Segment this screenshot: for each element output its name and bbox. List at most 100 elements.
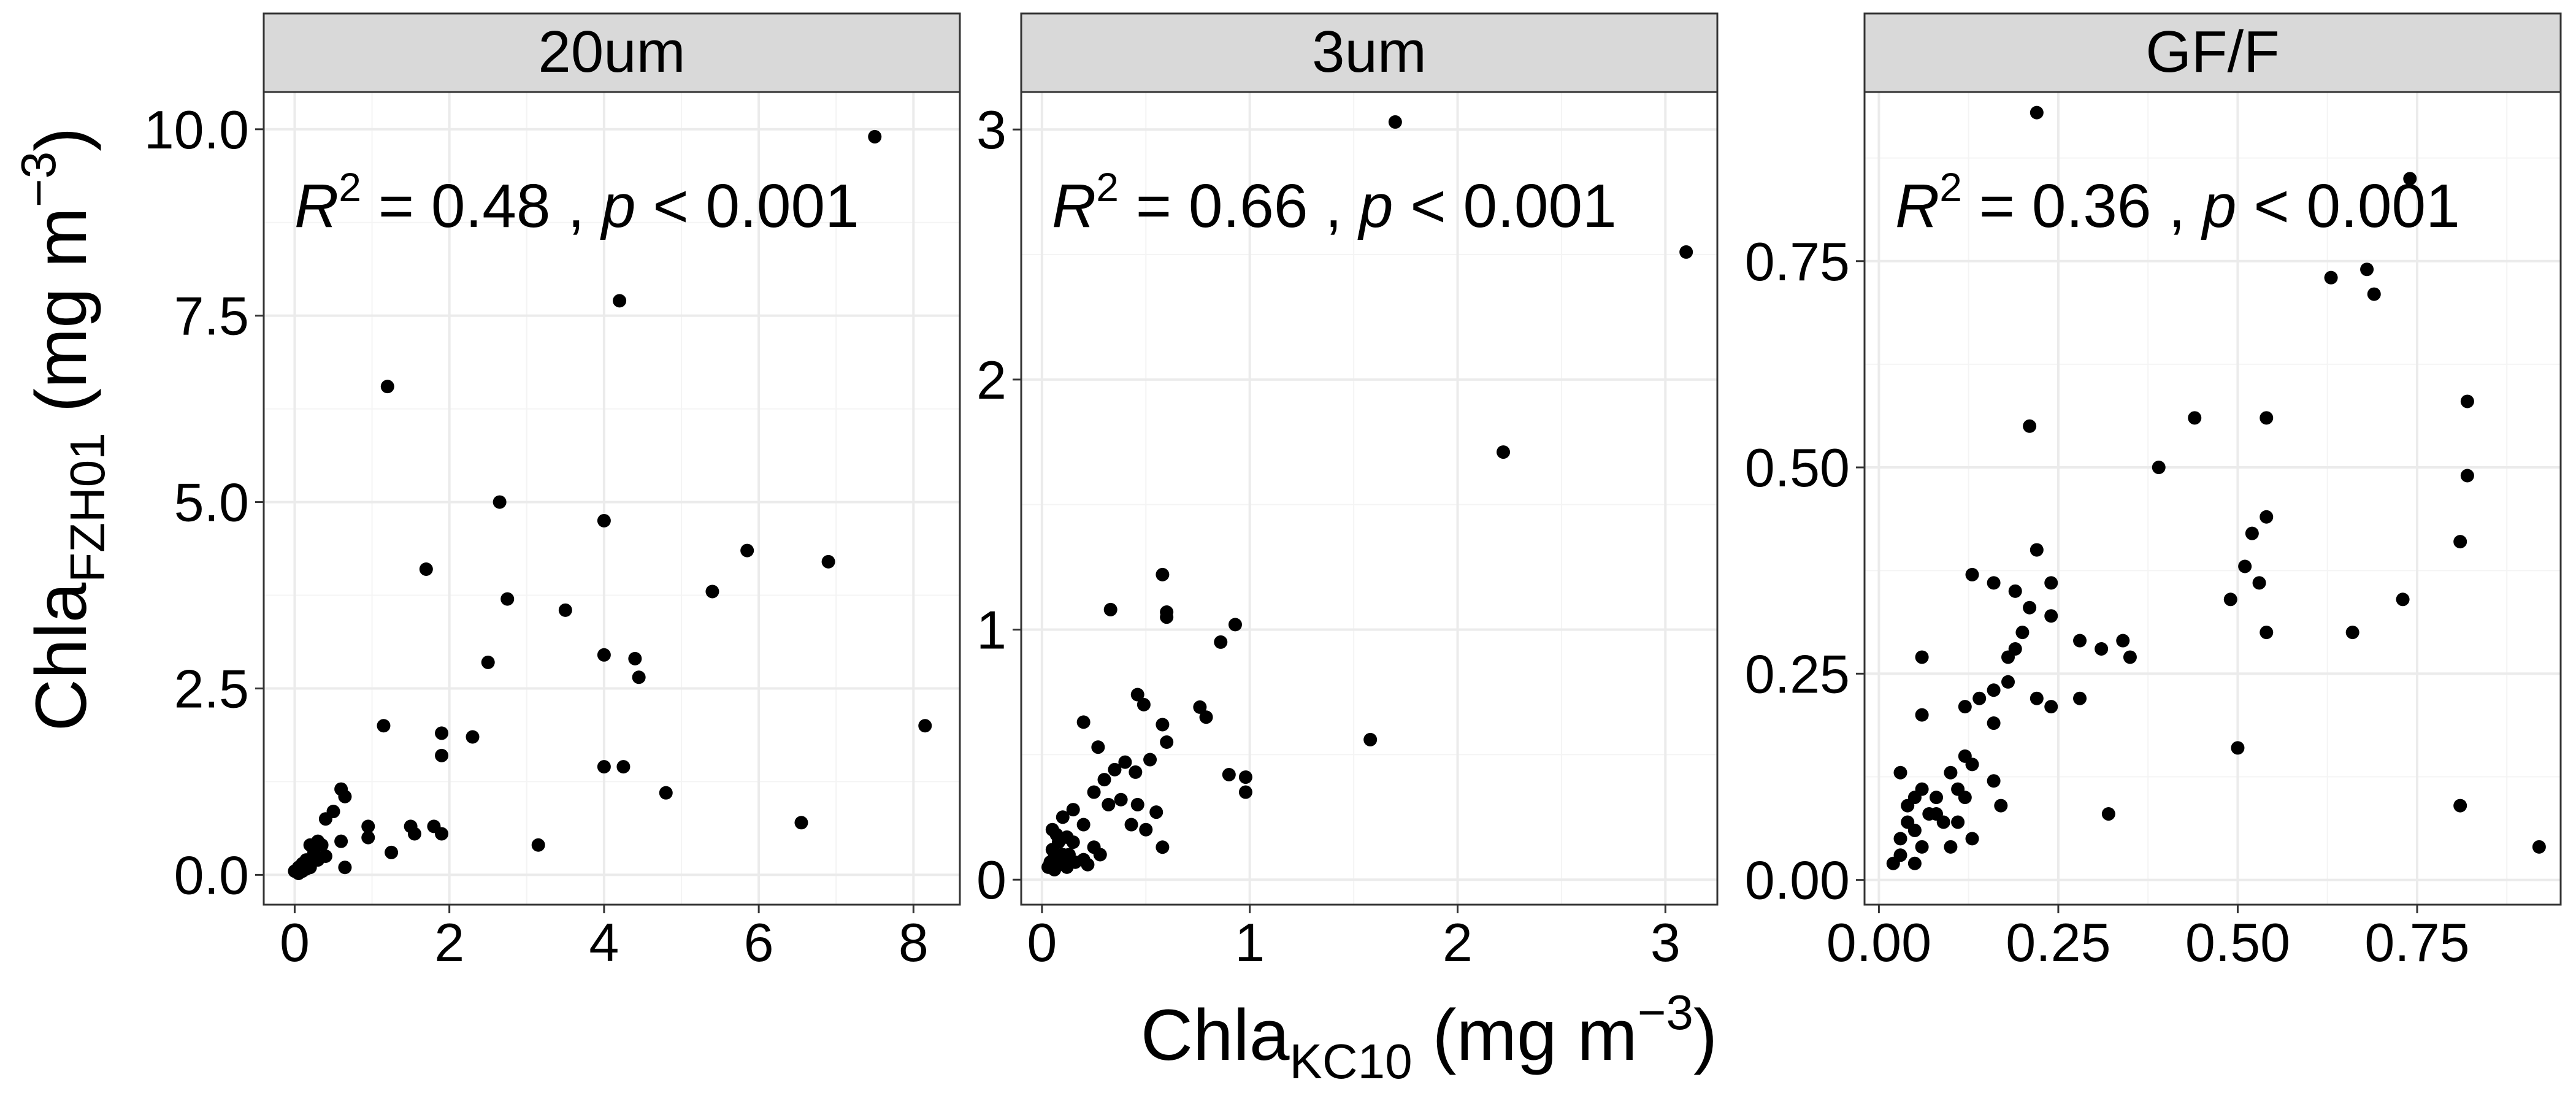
data-point	[435, 827, 449, 841]
data-point	[1193, 700, 1207, 714]
data-point	[1149, 805, 1163, 819]
data-point	[1097, 773, 1111, 787]
stat-p-value: 0.001	[706, 172, 859, 240]
data-point	[2023, 419, 2037, 433]
y-tick-label: 2.5	[174, 658, 249, 719]
data-point	[1139, 822, 1153, 837]
data-point	[318, 812, 332, 826]
data-point	[2188, 411, 2202, 425]
y-axis-title-main: Chla	[21, 582, 102, 731]
data-point	[1056, 810, 1070, 824]
facet-strip	[1020, 12, 1719, 93]
x-tick-label: 3	[1650, 912, 1681, 973]
stat-r2-value: 0.48	[431, 172, 551, 240]
data-point	[918, 719, 932, 733]
x-tick-label: 6	[744, 912, 774, 973]
stat-separator: ,	[1308, 172, 1359, 240]
stat-r-superscript: 2	[1939, 164, 1962, 210]
stat-r-superscript: 2	[1096, 164, 1119, 210]
data-point	[1987, 774, 2001, 788]
data-point	[2245, 526, 2259, 540]
y-axis-title: ChlaFZH01 (mg m−3)	[11, 128, 115, 732]
y-tick-label: 0	[976, 849, 1006, 910]
data-point	[616, 760, 631, 774]
x-tick-label: 0	[280, 912, 310, 973]
y-tick-label: 7.5	[174, 286, 249, 347]
data-point	[2095, 642, 2109, 656]
data-point	[2073, 691, 2087, 705]
data-point	[1124, 818, 1138, 832]
data-point	[1907, 823, 1922, 837]
x-tick-label: 2	[1443, 912, 1473, 973]
data-point	[2260, 411, 2274, 425]
data-point	[558, 603, 572, 617]
stat-separator: ,	[2152, 172, 2202, 240]
data-point	[531, 838, 545, 852]
data-point	[1363, 732, 1378, 746]
data-point	[2252, 576, 2266, 590]
x-tick-label: 2	[434, 912, 464, 973]
data-point	[1907, 856, 1922, 870]
data-point	[1936, 815, 1950, 829]
data-point	[1228, 618, 1242, 632]
stat-p-symbol: p	[1357, 172, 1393, 240]
data-point	[1915, 708, 1929, 722]
data-point	[2152, 461, 2166, 475]
panel-border	[1020, 91, 1719, 906]
stat-annotation: R2 = 0.36 , p < 0.001	[1895, 164, 2460, 240]
data-point	[493, 495, 507, 509]
data-point	[299, 862, 313, 876]
panel-border	[263, 91, 961, 906]
data-point	[1893, 765, 1907, 780]
plot-background	[1865, 92, 2561, 905]
data-point	[500, 592, 515, 606]
stat-p-value: 0.001	[1463, 172, 1617, 240]
y-axis-title-close: )	[21, 128, 102, 151]
data-point	[407, 827, 421, 841]
data-point	[1056, 853, 1070, 867]
data-point	[2023, 600, 2037, 615]
y-axis-title-sub: FZH01	[60, 432, 115, 583]
data-point	[1214, 635, 1228, 649]
data-point	[740, 543, 754, 558]
data-point	[1388, 115, 1402, 129]
data-point	[1066, 803, 1080, 817]
x-tick-label: 8	[899, 912, 929, 973]
data-point	[1156, 718, 1170, 732]
data-point	[1944, 765, 1958, 780]
x-tick-label: 0.75	[2364, 912, 2469, 973]
data-point	[1068, 855, 1083, 869]
data-point	[1987, 683, 2001, 697]
data-point	[2367, 287, 2381, 301]
stat-r2-value: 0.66	[1189, 172, 1308, 240]
data-point	[1238, 785, 1252, 799]
data-point	[821, 554, 835, 569]
stat-r2-prefix: =	[361, 172, 431, 240]
data-point	[338, 789, 352, 803]
data-point	[1951, 782, 1965, 796]
data-point	[1915, 650, 1929, 664]
panel-gff: GF/F 0.00 0.25 0.50 0.75 0.00 0.25 0.50 0.75 R2 =…	[1745, 12, 2562, 973]
data-point	[1987, 716, 2001, 730]
data-point	[1076, 818, 1091, 832]
data-point	[1222, 768, 1236, 781]
data-point	[1951, 815, 1965, 829]
data-point	[1103, 602, 1117, 616]
y-tick-label: 2	[976, 350, 1006, 410]
data-point	[361, 830, 375, 845]
y-tick-label: 10.0	[144, 99, 249, 160]
data-point	[435, 726, 449, 740]
data-point	[1091, 740, 1105, 754]
stat-r-symbol: R	[1895, 172, 1939, 240]
facet-title: 3um	[1312, 19, 1427, 85]
data-point	[1045, 843, 1059, 857]
data-point	[2030, 691, 2044, 705]
data-point	[361, 819, 375, 834]
data-point	[2044, 576, 2058, 590]
stat-p-symbol: p	[600, 172, 636, 240]
data-point	[1901, 799, 1915, 813]
stat-annotation: R2 = 0.66 , p < 0.001	[1052, 164, 1617, 240]
x-axis-title-main: Chla	[1141, 995, 1290, 1076]
